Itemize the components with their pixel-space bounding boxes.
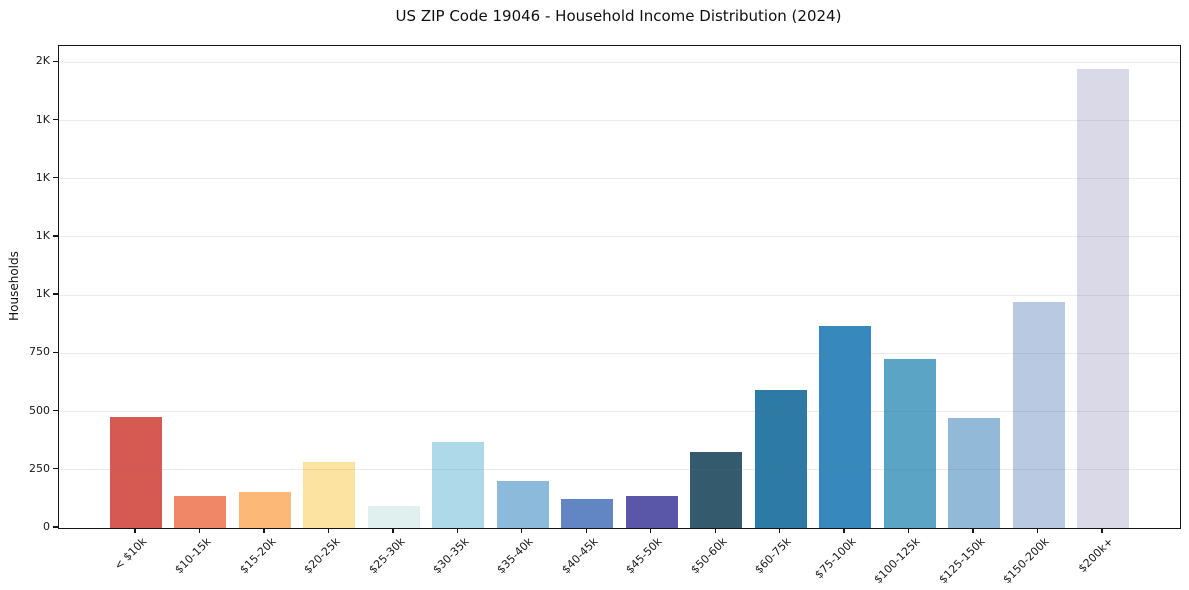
- x-tick-label: $100-125k: [871, 535, 923, 587]
- bar: [367, 505, 420, 528]
- x-tick-label: $15-20k: [236, 535, 279, 577]
- x-tick-mark: [1101, 528, 1103, 534]
- y-tick-label: 250: [29, 461, 50, 475]
- x-tick-label: $30-35k: [430, 535, 472, 577]
- gridline: [59, 61, 1180, 63]
- x-tick-label: $25-30k: [365, 535, 408, 577]
- bar: [496, 480, 549, 528]
- y-tick-mark: [53, 468, 58, 470]
- y-tick-label: 1K: [35, 228, 50, 242]
- y-tick-mark: [53, 60, 58, 62]
- gridline: [59, 294, 1180, 296]
- bar: [432, 441, 485, 528]
- x-tick-mark: [134, 528, 136, 534]
- y-tick-label: 0: [43, 520, 50, 533]
- bar: [819, 325, 872, 528]
- x-tick-label: $10-15k: [172, 535, 214, 577]
- x-tick-mark: [843, 528, 845, 534]
- x-tick-mark: [198, 528, 201, 534]
- x-tick-label: < $10k: [111, 535, 150, 573]
- bar: [1077, 69, 1129, 528]
- y-tick-label: 500: [29, 403, 50, 417]
- y-tick-label: 1K: [35, 170, 50, 184]
- x-tick-label: $150-200k: [1000, 535, 1052, 587]
- x-tick-mark: [1036, 528, 1039, 534]
- bar: [883, 358, 936, 528]
- bar: [303, 461, 356, 528]
- y-tick-label: 1K: [35, 112, 50, 126]
- y-tick-label: 750: [29, 345, 50, 359]
- x-tick-label: $50-60k: [688, 535, 730, 577]
- x-tick-label: $40-45k: [559, 535, 601, 577]
- x-tick-mark: [650, 528, 652, 534]
- x-tick-label: $45-50k: [623, 535, 665, 577]
- x-tick-mark: [392, 528, 394, 534]
- y-tick-mark: [53, 177, 58, 179]
- x-tick-mark: [778, 528, 781, 534]
- y-tick-mark: [53, 409, 58, 412]
- bar: [754, 390, 807, 528]
- y-tick-mark: [53, 526, 58, 528]
- bar: [1012, 302, 1065, 528]
- x-tick-label: $125-150k: [936, 535, 988, 587]
- y-tick-mark: [53, 235, 58, 237]
- x-tick-label: $35-40k: [494, 535, 536, 577]
- bar: [561, 498, 614, 528]
- x-tick-mark: [327, 528, 330, 534]
- bar: [174, 496, 227, 528]
- x-tick-mark: [521, 528, 523, 534]
- x-tick-label: $200k+: [1076, 535, 1117, 576]
- gridline: [59, 120, 1180, 121]
- y-axis-label: Households: [7, 251, 21, 321]
- bar: [110, 417, 162, 528]
- bar: [238, 491, 291, 528]
- chart-title: US ZIP Code 19046 - Household Income Dis…: [395, 7, 842, 25]
- x-tick-label: $20-25k: [301, 535, 343, 577]
- x-tick-mark: [714, 528, 716, 534]
- y-tick-label: 2K: [35, 54, 50, 68]
- gridline: [59, 236, 1180, 238]
- x-tick-mark: [263, 528, 265, 534]
- bar: [625, 496, 678, 528]
- x-tick-mark: [456, 528, 459, 534]
- x-tick-mark: [907, 528, 910, 534]
- bar: [948, 418, 1001, 528]
- x-tick-label: $75-100k: [812, 535, 859, 582]
- x-tick-mark: [585, 528, 587, 534]
- y-tick-mark: [53, 351, 58, 354]
- gridline: [59, 178, 1180, 180]
- y-tick-mark: [53, 293, 58, 295]
- y-tick-label: 1K: [35, 287, 50, 301]
- bar: [690, 452, 743, 528]
- plot-area: [58, 45, 1181, 529]
- x-tick-mark: [972, 528, 974, 534]
- y-tick-mark: [53, 118, 58, 121]
- x-tick-label: $60-75k: [752, 535, 794, 577]
